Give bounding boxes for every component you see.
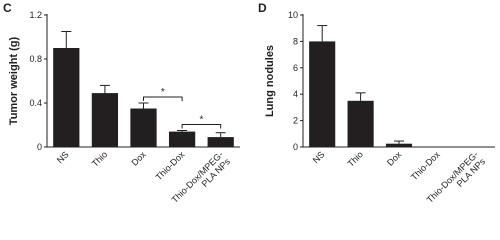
bar	[309, 41, 336, 147]
y-tick-label: 6	[293, 63, 298, 73]
x-tick-label: Dox	[385, 149, 404, 168]
x-tick-label: Thio-Dox	[409, 149, 442, 182]
y-tick-label: 0.4	[29, 98, 42, 108]
y-tick-label: 1.2	[29, 10, 42, 20]
panel-label: C	[3, 1, 12, 15]
bar	[207, 137, 234, 147]
bar	[130, 108, 157, 147]
significance-label: *	[199, 115, 203, 126]
significance-bracket	[143, 96, 183, 101]
bar	[168, 131, 196, 147]
y-tick-label: 8	[293, 36, 298, 46]
y-tick-label: 2	[293, 116, 298, 126]
y-axis-label: Lung nodules	[264, 45, 276, 117]
x-tick-label: NS	[55, 149, 71, 165]
x-tick-label: Thio-Dox	[154, 149, 187, 182]
figure: C Tumor weight (g) 0 0.4 0.8 1.2 NS Thio Dox Thio…	[3, 1, 495, 205]
y-tick-label: 10	[288, 10, 298, 20]
bar	[347, 100, 374, 147]
y-tick-label: 0	[37, 142, 42, 152]
x-tick-label: Thio	[346, 149, 365, 168]
significance-label: *	[161, 87, 165, 98]
y-axis-label: Tumor weight (g)	[8, 36, 20, 125]
x-tick-label: NS	[311, 149, 327, 165]
y-tick-label: 4	[293, 89, 298, 99]
bar	[91, 93, 119, 147]
bar	[385, 143, 413, 147]
significance-bracket	[181, 124, 222, 129]
panel-label: D	[258, 1, 267, 15]
bar	[53, 48, 80, 147]
y-tick-label: 0	[293, 142, 298, 152]
x-tick-label: Dox	[130, 149, 149, 168]
x-tick-label: Thio	[90, 149, 109, 168]
y-tick-label: 0.8	[29, 54, 42, 64]
